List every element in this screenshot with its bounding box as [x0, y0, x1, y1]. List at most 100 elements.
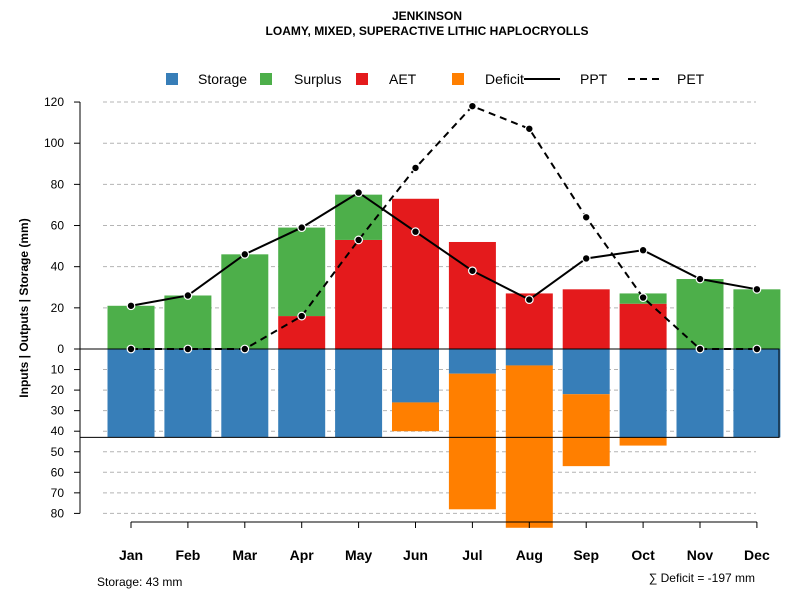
storage-bar: [335, 349, 383, 438]
ppt-point: [695, 274, 705, 284]
legend-label: PPT: [580, 71, 608, 87]
surplus-bar: [676, 279, 724, 349]
deficit-bar: [448, 373, 496, 510]
x-tick-label: May: [345, 547, 372, 563]
pet-point: [126, 344, 136, 354]
grid: [103, 101, 756, 514]
aet-bar: [619, 303, 667, 349]
x-tick-label: Apr: [290, 547, 315, 563]
x-tick-label: Dec: [744, 547, 770, 563]
x-tick-label: Nov: [687, 547, 714, 563]
y-tick-label: 100: [44, 136, 64, 150]
x-tick-label: Jan: [119, 547, 143, 563]
y-tick-label: 80: [51, 177, 65, 191]
storage-bar: [221, 349, 269, 438]
y-tick-label: 70: [51, 486, 65, 500]
surplus-bar: [221, 254, 269, 349]
y-tick-label: 20: [51, 383, 65, 397]
y-tick-label: 80: [51, 506, 65, 520]
surplus-bar: [335, 194, 383, 240]
storage-bar: [676, 349, 724, 438]
axes: 0 20 40 60 80 100 120 10 20 30 40 50 60 70 80 Jan Feb Mar…: [44, 95, 770, 563]
pet-point: [695, 344, 705, 354]
pet-point: [581, 212, 591, 222]
deficit-note: ∑ Deficit = -197 mm: [649, 571, 755, 585]
surplus-bar: [733, 289, 781, 349]
lines: [126, 101, 762, 354]
ppt-point: [183, 291, 193, 300]
storage-bar: [107, 349, 155, 438]
storage-bar: [733, 349, 781, 438]
storage-bar: [392, 349, 439, 403]
pet-point: [524, 124, 534, 134]
surplus-bar: [278, 227, 326, 317]
surplus-bar: [107, 305, 155, 349]
ppt-point: [468, 266, 477, 276]
storage-bar: [619, 349, 667, 438]
legend-label: Surplus: [294, 71, 341, 87]
pet-point: [638, 293, 648, 302]
storage-note: Storage: 43 mm: [97, 575, 182, 589]
y-tick-label: 0: [57, 342, 64, 356]
y-tick-label: 40: [51, 424, 65, 438]
pet-point: [411, 163, 420, 173]
surplus-bar: [164, 295, 212, 349]
y-axis-label: Inputs | Outputs | Storage (mm): [17, 218, 31, 397]
aet-bar: [392, 198, 439, 349]
x-tick-label: Jun: [403, 547, 428, 563]
legend-label: Storage: [198, 71, 247, 87]
ppt-point: [752, 284, 762, 294]
y-tick-label: 10: [51, 363, 65, 377]
legend-label: AET: [389, 71, 417, 87]
x-tick-label: Jul: [462, 547, 482, 563]
y-tick-label: 20: [51, 301, 65, 315]
x-tick-label: Mar: [232, 547, 257, 563]
ppt-point: [240, 249, 250, 259]
y-tick-label: 50: [51, 445, 65, 459]
deficit-bar: [505, 365, 553, 528]
legend-label: PET: [677, 71, 705, 87]
x-tick-label: Aug: [516, 547, 543, 563]
pet-point: [240, 344, 250, 354]
chart-subtitle: LOAMY, MIXED, SUPERACTIVE LITHIC HAPLOCR…: [266, 24, 589, 38]
storage-bar: [164, 349, 212, 438]
y-tick-label: 60: [51, 219, 65, 233]
chart-title: JENKINSON: [392, 9, 462, 23]
aet-bar: [278, 316, 326, 349]
bars: [107, 194, 781, 528]
storage-bar: [505, 349, 553, 366]
deficit-bar: [392, 402, 439, 432]
x-tick-label: Sep: [573, 547, 599, 563]
legend-swatch: [260, 73, 272, 85]
storage-bar: [562, 349, 610, 395]
ppt-point: [354, 188, 364, 197]
aet-bar: [562, 289, 610, 349]
deficit-bar: [562, 394, 610, 467]
x-tick-label: Feb: [175, 547, 200, 563]
aet-bar: [448, 241, 496, 349]
legend-swatch: [166, 73, 178, 85]
legend: Storage Surplus AET Deficit PPT PET: [166, 71, 705, 87]
pet-point: [468, 101, 477, 111]
pet-point: [183, 344, 193, 354]
pet-point: [752, 344, 762, 354]
ppt-point: [581, 254, 591, 263]
pet-point: [297, 311, 307, 321]
ppt-line: [130, 191, 758, 307]
ppt-point: [411, 227, 420, 237]
ppt-point: [126, 301, 136, 311]
storage-bar: [278, 349, 326, 438]
y-tick-label: 30: [51, 404, 65, 418]
ppt-point: [638, 245, 648, 255]
deficit-bar: [619, 437, 667, 446]
y-tick-label: 40: [51, 260, 65, 274]
ppt-point: [524, 295, 534, 305]
legend-swatch: [452, 73, 464, 85]
y-tick-label: 120: [44, 95, 64, 109]
legend-swatch: [356, 73, 368, 85]
legend-label: Deficit: [485, 71, 524, 87]
x-tick-label: Oct: [631, 547, 655, 563]
storage-bar: [448, 349, 496, 374]
y-tick-label: 60: [51, 465, 65, 479]
